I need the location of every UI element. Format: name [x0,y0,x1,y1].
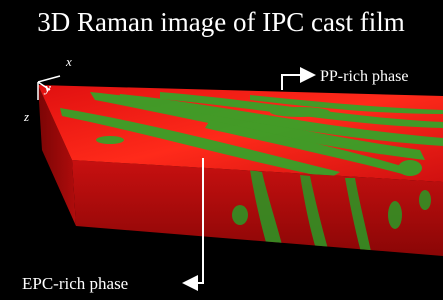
epc-label: EPC-rich phase [22,274,128,293]
title: 3D Raman image of IPC cast film [37,7,404,37]
pp-arrow [282,75,312,90]
axis-label-z: z [23,109,29,124]
figure: 3D Raman image of IPC cast film x y z PP… [0,0,443,300]
axis-label-x: x [65,54,72,69]
pp-label: PP-rich phase [320,68,408,85]
axis-label-y: y [43,80,51,95]
